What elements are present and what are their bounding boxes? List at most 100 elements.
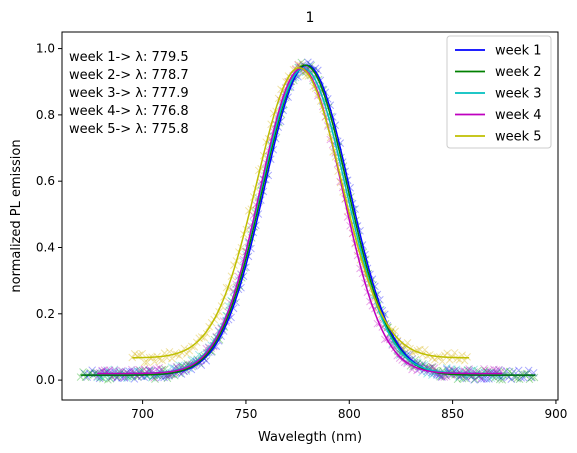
data-point-marker (442, 363, 451, 372)
data-point-marker (404, 356, 412, 365)
annotation-week-5: week 5-> λ: 775.8 (69, 122, 189, 137)
plot-frame (61, 31, 559, 401)
data-point-marker (423, 352, 432, 360)
data-point-marker (400, 358, 409, 367)
data-point-marker (127, 365, 136, 374)
data-point-marker (482, 375, 491, 383)
data-point-marker (465, 365, 473, 373)
data-point-marker (128, 353, 137, 362)
data-point-marker (138, 349, 147, 358)
data-point-marker (123, 374, 131, 383)
data-point-marker (495, 366, 503, 374)
data-point-marker (185, 346, 194, 355)
annotation-week-2: week 2-> λ: 778.7 (69, 68, 189, 83)
y-tick-label: 0.8 (36, 108, 55, 122)
data-point-marker (500, 367, 509, 376)
annotation-week-4: week 4-> λ: 776.8 (69, 104, 189, 119)
data-point-marker (447, 365, 456, 373)
legend-label-week-5: week 5 (495, 130, 542, 145)
data-point-marker (515, 375, 524, 384)
data-point-marker (80, 369, 89, 378)
data-point-marker (518, 370, 526, 379)
x-tick-label: 750 (234, 407, 257, 421)
data-point-marker (514, 366, 523, 375)
data-point-marker (505, 367, 514, 376)
data-point-marker (123, 372, 132, 381)
data-point-marker (470, 376, 478, 384)
x-axis-label: Wavelegth (nm) (258, 430, 362, 445)
data-point-marker (155, 363, 163, 372)
data-point-marker (452, 365, 461, 374)
data-point-marker (160, 373, 168, 382)
data-point-marker (110, 365, 119, 374)
data-point-marker (104, 375, 112, 384)
data-point-marker (95, 372, 104, 381)
data-point-marker (115, 370, 124, 379)
data-point-marker (480, 374, 488, 383)
data-point-marker (99, 374, 107, 383)
data-point-marker (130, 375, 139, 383)
data-point-marker (477, 372, 486, 381)
data-point-marker (88, 366, 97, 375)
data-point-marker (492, 366, 501, 374)
data-point-marker (395, 354, 404, 362)
y-tick-label: 0.4 (36, 240, 55, 254)
legend: week 1 week 2 week 3 week 4 week 5 (446, 35, 552, 149)
data-point-marker (524, 366, 533, 375)
data-point-marker (507, 375, 516, 384)
data-point-marker (443, 349, 452, 358)
data-point-marker (463, 353, 471, 361)
data-point-marker (163, 374, 172, 383)
data-point-marker (450, 348, 459, 357)
data-point-marker (326, 135, 335, 144)
data-point-marker (458, 374, 467, 383)
data-point-marker (380, 335, 389, 344)
y-tick-label: 1.0 (36, 42, 55, 56)
data-point-marker (480, 366, 489, 375)
data-point-marker (522, 370, 531, 379)
chart-title: 1 (306, 10, 315, 26)
data-point-marker (437, 373, 446, 381)
legend-box (446, 35, 552, 149)
data-point-marker (495, 375, 504, 384)
data-point-marker (132, 366, 141, 375)
x-tick-label: 900 (544, 407, 567, 421)
data-point-marker (195, 334, 204, 343)
x-axis-ticks: 700 750 800 850 900 (131, 400, 567, 421)
data-point-marker (513, 374, 521, 383)
y-tick-label: 0.2 (36, 307, 55, 321)
data-point-marker (200, 333, 209, 342)
x-tick-label: 700 (131, 407, 154, 421)
data-point-marker (461, 374, 469, 383)
legend-label-week-4: week 4 (495, 108, 542, 123)
data-point-marker (120, 370, 129, 379)
x-tick-label: 800 (338, 407, 361, 421)
annotation-week-1: week 1-> λ: 779.5 (69, 50, 189, 65)
data-point-marker (182, 350, 191, 358)
data-point-marker (430, 355, 439, 364)
data-point-marker (145, 365, 154, 374)
legend-label-week-3: week 3 (495, 87, 542, 102)
data-point-marker (254, 166, 263, 175)
y-tick-label: 0.0 (36, 373, 55, 387)
data-point-marker (463, 366, 472, 374)
data-point-marker (403, 350, 411, 359)
data-point-marker (393, 351, 402, 360)
data-point-marker (79, 368, 87, 376)
data-point-marker (421, 345, 429, 354)
data-point-marker (125, 370, 134, 379)
data-point-marker (502, 367, 511, 375)
data-point-marker (495, 365, 503, 374)
legend-label-week-2: week 2 (495, 65, 542, 80)
data-point-marker (150, 357, 159, 366)
data-point-marker (190, 342, 199, 351)
data-point-marker (498, 375, 507, 384)
annotation-week-3: week 3-> λ: 777.9 (69, 86, 189, 101)
data-point-marker (151, 375, 159, 383)
data-point-marker (157, 373, 166, 382)
data-point-marker (495, 372, 503, 381)
data-point-marker (110, 366, 119, 375)
data-point-marker (401, 343, 409, 351)
data-point-marker (105, 366, 114, 374)
data-point-marker (487, 370, 496, 379)
